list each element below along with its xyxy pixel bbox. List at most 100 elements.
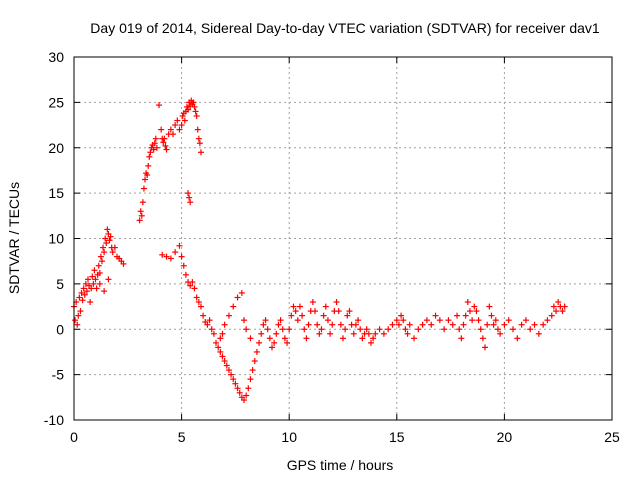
data-point <box>398 312 405 319</box>
data-point <box>159 251 166 258</box>
data-point <box>223 362 230 369</box>
data-point <box>389 321 396 328</box>
data-point <box>142 176 149 183</box>
data-point <box>477 326 484 333</box>
data-point <box>136 217 143 224</box>
data-point <box>292 308 299 315</box>
data-point <box>100 244 107 251</box>
data-point <box>342 326 349 333</box>
data-point <box>191 103 198 110</box>
data-points <box>71 97 568 404</box>
data-point <box>96 280 103 287</box>
data-point <box>423 317 430 324</box>
y-tick-label: 10 <box>48 231 64 247</box>
data-point <box>91 267 98 274</box>
data-point <box>346 308 353 315</box>
data-point <box>471 303 478 310</box>
data-point <box>153 144 160 151</box>
data-point <box>189 279 196 286</box>
y-tick-label: 20 <box>48 140 64 156</box>
data-point <box>303 335 310 342</box>
data-point <box>219 353 226 360</box>
data-point <box>281 335 288 342</box>
data-point <box>245 385 252 392</box>
data-point <box>275 321 282 328</box>
data-point <box>225 367 232 374</box>
data-point <box>200 312 207 319</box>
data-point <box>197 303 204 310</box>
data-point <box>102 235 109 242</box>
data-point <box>221 358 228 365</box>
data-point <box>75 312 82 319</box>
data-point <box>469 317 476 324</box>
x-tick-label: 15 <box>389 429 405 445</box>
data-point <box>72 317 79 324</box>
data-point <box>492 317 499 324</box>
data-point <box>169 131 176 138</box>
data-point <box>195 135 202 142</box>
data-point <box>196 140 203 147</box>
data-point <box>258 330 265 337</box>
x-tick-label: 0 <box>70 429 78 445</box>
data-point <box>404 330 411 337</box>
data-point <box>87 299 94 306</box>
data-point <box>230 376 237 383</box>
data-point <box>441 326 448 333</box>
data-point <box>279 326 286 333</box>
grid <box>74 57 612 420</box>
x-tick-label: 5 <box>178 429 186 445</box>
data-point <box>365 330 372 337</box>
plot-frame <box>73 56 613 421</box>
data-point <box>251 358 258 365</box>
data-point <box>172 122 179 129</box>
data-point <box>253 348 260 355</box>
data-point <box>324 317 331 324</box>
data-point <box>380 330 387 337</box>
data-point <box>190 99 197 106</box>
data-point <box>370 335 377 342</box>
data-point <box>288 312 295 319</box>
data-point <box>436 317 443 324</box>
data-point <box>81 291 88 298</box>
data-point <box>176 126 183 133</box>
data-point <box>225 312 232 319</box>
data-point <box>167 255 174 262</box>
data-point <box>79 297 86 304</box>
data-point <box>76 294 83 301</box>
data-point <box>464 299 471 306</box>
data-point <box>161 135 168 142</box>
data-point <box>107 233 114 240</box>
data-point <box>548 312 555 319</box>
data-point <box>163 146 170 153</box>
data-point <box>96 269 103 276</box>
data-point <box>185 106 192 113</box>
data-point <box>312 308 319 315</box>
data-point <box>180 262 187 269</box>
data-point <box>120 260 127 267</box>
data-point <box>80 285 87 292</box>
data-point <box>215 344 222 351</box>
data-point <box>419 321 426 328</box>
data-point <box>234 294 241 301</box>
data-point <box>191 285 198 292</box>
data-point <box>466 308 473 315</box>
data-point <box>559 308 566 315</box>
data-point <box>445 317 452 324</box>
data-point <box>337 321 344 328</box>
data-point <box>415 326 422 333</box>
data-point <box>145 162 152 169</box>
data-point <box>488 312 495 319</box>
data-point <box>146 153 153 160</box>
data-point <box>340 335 346 342</box>
data-point <box>109 249 116 256</box>
data-point <box>187 282 194 289</box>
y-tick-label: -10 <box>44 412 64 428</box>
data-point <box>363 326 370 333</box>
data-point <box>432 312 439 319</box>
data-point <box>221 321 228 328</box>
data-point <box>88 285 95 292</box>
data-point <box>460 321 467 328</box>
data-point <box>158 126 165 133</box>
data-point <box>236 389 243 396</box>
data-point <box>355 317 362 324</box>
